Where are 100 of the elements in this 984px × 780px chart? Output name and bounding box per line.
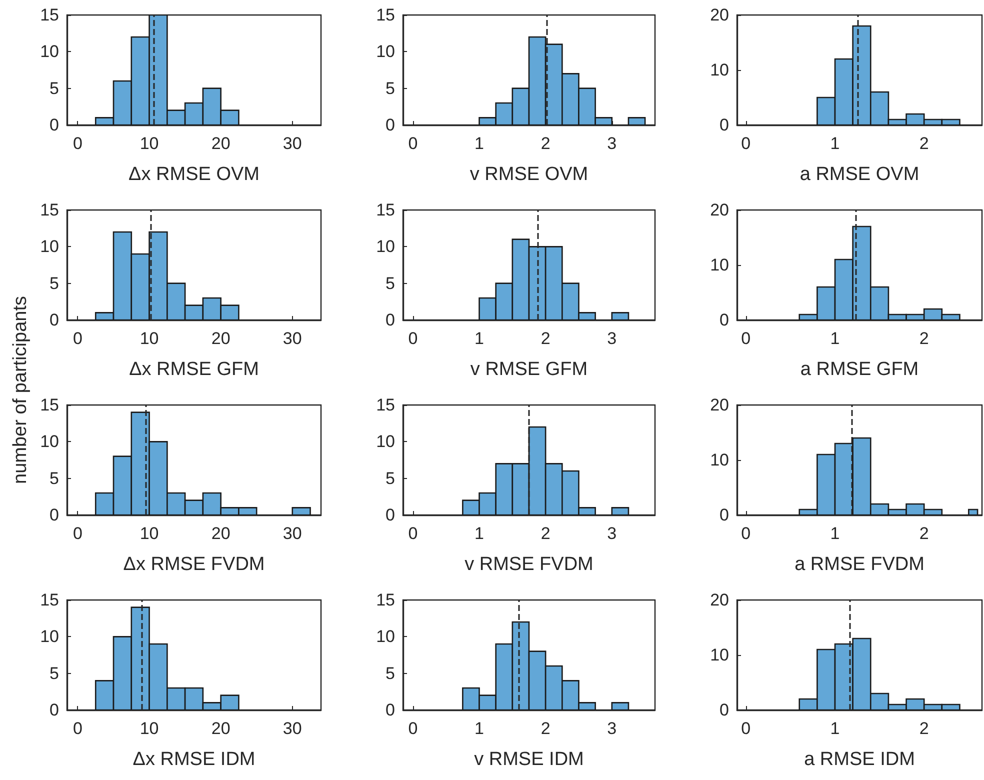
x-tick-label: 20: [211, 134, 230, 153]
x-axis-title: a RMSE IDM: [804, 749, 915, 770]
x-tick-label: 0: [73, 134, 82, 153]
y-tick-label: 10: [710, 646, 729, 664]
x-tick-label: 0: [408, 524, 418, 543]
y-tick-label: 15: [376, 200, 395, 220]
y-tick-label: 15: [376, 6, 395, 24]
x-axis-title: a RMSE GFM: [800, 359, 919, 380]
x-tick-label: 2: [540, 134, 550, 153]
x-tick-label: 1: [830, 719, 840, 738]
y-tick-label: 15: [40, 200, 59, 220]
x-tick-label: 20: [211, 524, 230, 543]
y-tick-label: 5: [386, 468, 395, 488]
x-tick-label: 3: [607, 524, 617, 543]
y-tick-label: 15: [40, 6, 59, 24]
y-tick-label: 10: [40, 432, 59, 452]
x-tick-label: 30: [282, 719, 302, 738]
y-tick-label: 20: [710, 396, 729, 414]
y-tick-label: 10: [710, 256, 729, 274]
x-axis-title: v RMSE FVDM: [464, 554, 594, 575]
x-tick-label: 2: [919, 524, 929, 543]
y-tick-label: 0: [720, 116, 729, 134]
y-tick-label: 10: [40, 42, 59, 62]
y-axis-title: number of participants: [10, 296, 32, 484]
x-axis-title: a RMSE FVDM: [794, 554, 924, 575]
y-tick-label: 5: [386, 78, 395, 98]
x-tick-label: 2: [919, 719, 929, 738]
x-tick-label: 10: [140, 329, 159, 348]
x-axis-title: Δx RMSE IDM: [132, 749, 256, 770]
x-tick-label: 30: [282, 134, 302, 153]
x-tick-label: 0: [73, 329, 82, 348]
x-tick-label: 1: [830, 134, 840, 153]
y-tick-label: 0: [386, 700, 395, 720]
y-tick-label: 15: [376, 590, 395, 610]
x-tick-label: 3: [607, 329, 617, 348]
x-tick-label: 2: [919, 329, 929, 348]
x-tick-label: 1: [474, 329, 484, 348]
x-tick-label: 0: [741, 524, 751, 543]
x-axis-title: Δx RMSE GFM: [129, 359, 259, 380]
y-tick-label: 10: [710, 450, 729, 470]
x-tick-label: 1: [830, 524, 840, 543]
x-tick-label: 0: [408, 329, 418, 348]
y-tick-label: 15: [376, 396, 395, 414]
x-tick-label: 1: [474, 524, 484, 543]
y-tick-label: 20: [710, 590, 729, 610]
y-tick-label: 0: [50, 506, 59, 524]
y-tick-label: 15: [40, 590, 59, 610]
y-tick-label: 20: [710, 200, 729, 220]
y-tick-label: 0: [50, 116, 59, 134]
x-tick-label: 2: [540, 329, 550, 348]
y-tick-label: 0: [50, 700, 59, 720]
y-tick-label: 10: [40, 627, 59, 646]
y-tick-label: 0: [720, 700, 729, 720]
y-tick-label: 10: [376, 237, 395, 256]
y-tick-label: 5: [50, 78, 59, 98]
x-tick-label: 10: [140, 719, 159, 738]
x-tick-label: 1: [830, 329, 840, 348]
x-axis-title: Δx RMSE FVDM: [123, 554, 265, 575]
x-tick-label: 30: [282, 524, 302, 543]
x-tick-label: 10: [140, 134, 159, 153]
y-tick-label: 10: [710, 60, 729, 80]
y-tick-label: 0: [386, 506, 395, 524]
x-tick-label: 2: [540, 719, 550, 738]
x-tick-label: 1: [474, 134, 484, 153]
x-tick-label: 0: [741, 329, 751, 348]
x-axis-title: v RMSE OVM: [470, 164, 588, 185]
x-tick-label: 20: [211, 329, 230, 348]
y-tick-label: 0: [720, 310, 729, 330]
y-tick-label: 10: [376, 627, 395, 646]
x-tick-label: 0: [408, 134, 418, 153]
x-axis-title: a RMSE OVM: [800, 164, 920, 185]
y-tick-label: 0: [386, 116, 395, 134]
y-tick-label: 15: [40, 396, 59, 414]
y-tick-label: 0: [720, 506, 729, 524]
y-tick-label: 20: [710, 6, 729, 24]
x-tick-label: 0: [408, 719, 418, 738]
x-tick-label: 0: [741, 134, 751, 153]
x-axis-title: Δx RMSE OVM: [128, 164, 260, 185]
x-tick-label: 3: [607, 134, 617, 153]
y-tick-label: 5: [50, 274, 59, 293]
x-axis-title: v RMSE GFM: [470, 359, 588, 380]
y-tick-label: 5: [386, 664, 395, 683]
x-tick-label: 3: [607, 719, 617, 738]
y-tick-label: 5: [386, 274, 395, 293]
x-tick-label: 10: [140, 524, 159, 543]
y-tick-label: 5: [50, 664, 59, 683]
x-axis-title: v RMSE IDM: [474, 749, 584, 770]
x-tick-label: 30: [282, 329, 302, 348]
x-tick-label: 0: [741, 719, 751, 738]
y-tick-label: 10: [40, 237, 59, 256]
x-tick-label: 0: [73, 524, 82, 543]
y-tick-label: 0: [386, 310, 395, 330]
y-tick-label: 10: [376, 432, 395, 452]
x-tick-label: 2: [919, 134, 929, 153]
y-tick-label: 0: [50, 310, 59, 330]
x-tick-label: 2: [540, 524, 550, 543]
x-tick-label: 20: [211, 719, 230, 738]
x-tick-label: 1: [474, 719, 484, 738]
x-tick-label: 0: [73, 719, 82, 738]
y-tick-label: 5: [50, 468, 59, 488]
